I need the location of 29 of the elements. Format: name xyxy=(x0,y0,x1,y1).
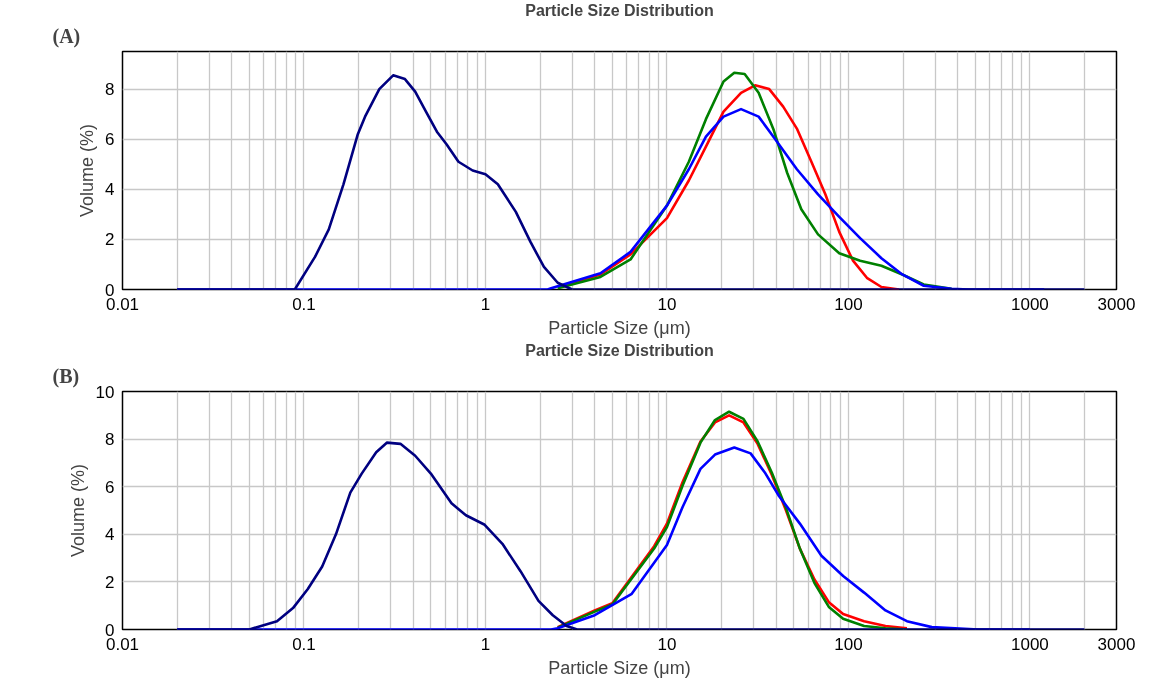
x-tick-label: 100 xyxy=(834,294,863,314)
y-tick-label: 8 xyxy=(105,80,115,100)
x-tick-label: 3000 xyxy=(1097,634,1136,654)
x-tick-label: 10 xyxy=(657,294,677,314)
chart-title: Particle Size Distribution xyxy=(525,1,714,19)
y-tick-label: 2 xyxy=(105,572,115,592)
text: (B) xyxy=(52,364,80,388)
x-tick-label: 1 xyxy=(480,294,491,314)
x-tick-label: 0.1 xyxy=(292,294,316,314)
x-tick-label: 1 xyxy=(480,634,491,654)
y-tick-label: 6 xyxy=(105,477,115,497)
y-tick-label: 8 xyxy=(105,430,115,450)
y-tick-label: 2 xyxy=(105,230,115,250)
y-axis-title: Volume (%) xyxy=(77,123,98,218)
chart-title: Particle Size Distribution xyxy=(525,341,714,359)
x-tick-label: 3000 xyxy=(1097,294,1136,314)
x-tick-label: 10 xyxy=(657,634,677,654)
x-tick-label: 100 xyxy=(834,634,863,654)
y-tick-label: 4 xyxy=(105,180,115,200)
x-axis-title: Particle Size (μm) xyxy=(548,317,691,338)
y-tick-label: 4 xyxy=(105,525,115,545)
text: (A) xyxy=(52,24,81,48)
x-tick-label: 1000 xyxy=(1011,294,1049,314)
x-tick-label: 0.1 xyxy=(292,634,316,654)
y-axis-title: Volume (%) xyxy=(67,463,88,558)
x-axis-title: Particle Size (μm) xyxy=(548,657,691,678)
y-tick-label: 6 xyxy=(105,130,115,150)
y-tick-label: 10 xyxy=(95,382,115,402)
x-tick-label: 1000 xyxy=(1011,634,1049,654)
